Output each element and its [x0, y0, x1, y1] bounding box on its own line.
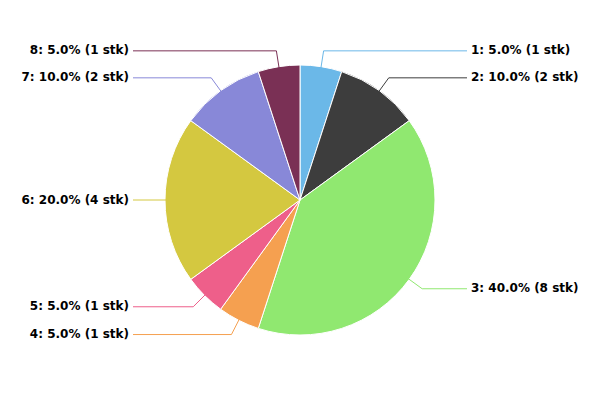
pie-slice: [258, 65, 300, 200]
leader-line: [378, 78, 467, 93]
leader-line: [133, 319, 240, 335]
data-label: 7: 10.0% (2 stk): [22, 70, 130, 84]
data-label: 3: 40.0% (8 stk): [471, 281, 579, 295]
data-label: 6: 20.0% (4 stk): [22, 193, 130, 207]
leader-line: [133, 294, 206, 307]
leader-line: [133, 200, 167, 201]
leader-line: [133, 78, 222, 93]
chart: 1: 5.0% (1 stk) 2: 10.0% (2 stk) 3: 40.0% …: [0, 0, 600, 400]
data-label: 5: 5.0% (1 stk): [30, 299, 129, 313]
leader-line: [408, 278, 467, 289]
leader-lines: [133, 51, 467, 335]
data-label: 8: 5.0% (1 stk): [30, 43, 129, 57]
leader-line: [321, 51, 467, 69]
leader-line: [133, 51, 279, 69]
chart-container: 1: 5.0% (1 stk) 2: 10.0% (2 stk) 3: 40.0% …: [0, 0, 600, 400]
data-label: 1: 5.0% (1 stk): [471, 43, 570, 57]
data-labels: 1: 5.0% (1 stk) 2: 10.0% (2 stk) 3: 40.0% …: [22, 43, 579, 341]
data-label: 4: 5.0% (1 stk): [30, 327, 129, 341]
data-label: 2: 10.0% (2 stk): [471, 70, 579, 84]
